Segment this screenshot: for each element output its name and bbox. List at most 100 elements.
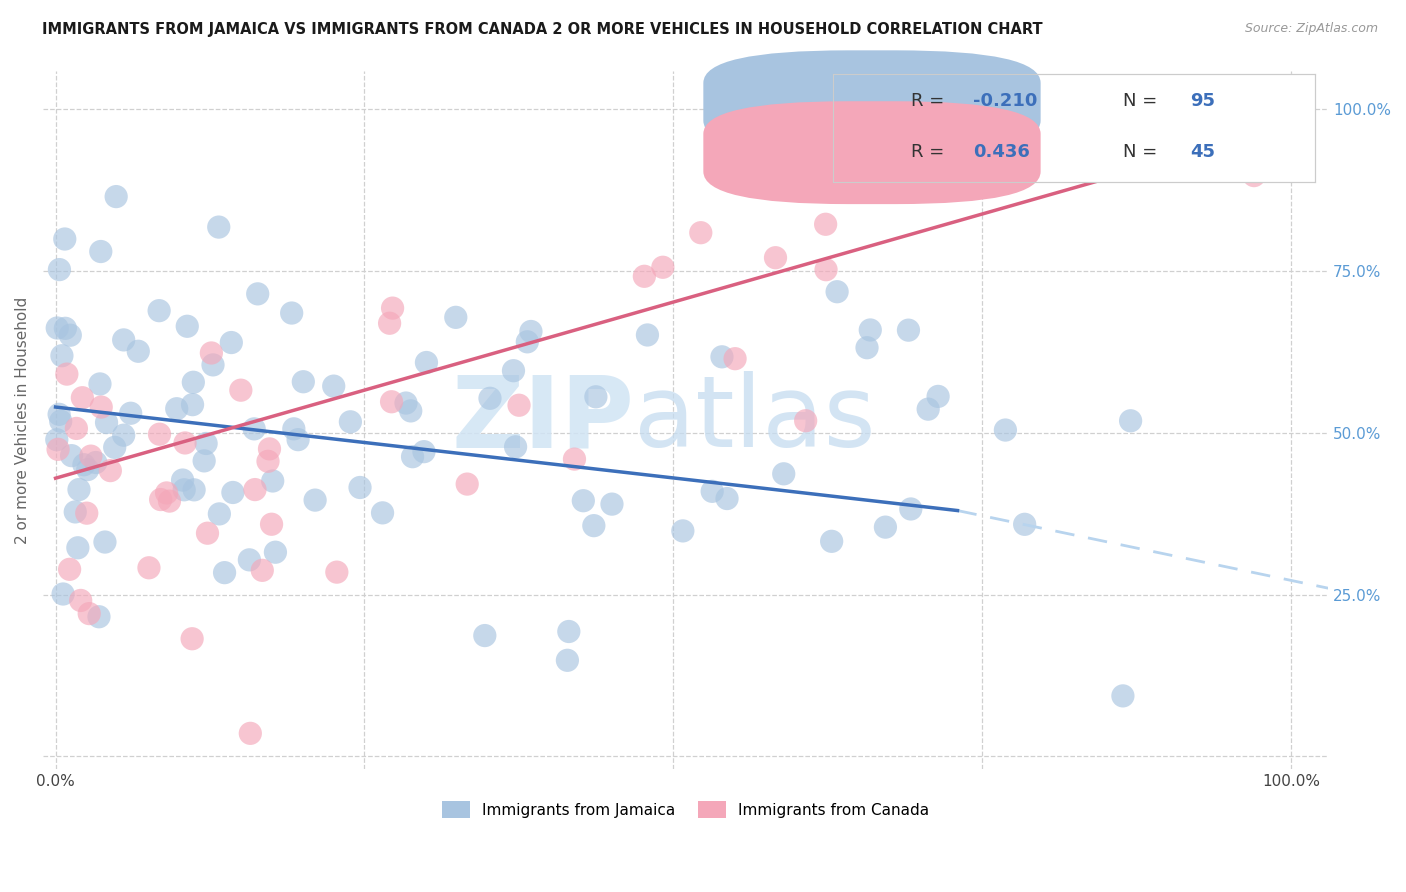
Point [77, 607, 100, 621]
Point [689, 226, 711, 240]
Point [927, 389, 949, 403]
Point [221, 335, 243, 350]
Point [505, 440, 527, 454]
Text: IMMIGRANTS FROM JAMAICA VS IMMIGRANTS FROM CANADA 2 OR MORE VEHICLES IN HOUSEHOL: IMMIGRANTS FROM JAMAICA VS IMMIGRANTS FR… [42, 22, 1043, 37]
Point [651, 260, 673, 275]
Point [582, 518, 605, 533]
Point [183, 376, 205, 390]
Point [260, 517, 283, 532]
Point [229, 383, 252, 397]
Point [173, 483, 195, 497]
Point [243, 422, 266, 436]
Point [94, 535, 117, 549]
Point [246, 286, 269, 301]
Point [197, 526, 219, 541]
Point [112, 428, 135, 442]
Point [349, 481, 371, 495]
Point [283, 422, 305, 436]
Y-axis label: 2 or more Vehicles in Household: 2 or more Vehicles in Household [15, 296, 30, 543]
Point [1119, 414, 1142, 428]
Point [772, 467, 794, 481]
Text: ZIP: ZIP [451, 371, 634, 468]
Point [950, 95, 973, 110]
Point [48, 262, 70, 277]
Point [710, 350, 733, 364]
Point [264, 545, 287, 559]
Point [257, 454, 280, 468]
Point [208, 220, 231, 235]
Point [76, 462, 98, 476]
Point [794, 414, 817, 428]
Point [59, 562, 82, 576]
Point [156, 486, 179, 500]
Point [520, 325, 543, 339]
Point [572, 493, 595, 508]
Point [181, 398, 204, 412]
Point [859, 323, 882, 337]
Point [399, 404, 422, 418]
Point [87, 609, 110, 624]
Point [166, 401, 188, 416]
Point [149, 492, 172, 507]
Point [174, 436, 197, 450]
Point [67, 483, 90, 497]
Point [917, 402, 939, 417]
Point [1112, 689, 1135, 703]
Point [56, 367, 79, 381]
Point [84, 456, 107, 470]
Point [292, 375, 315, 389]
Point [195, 436, 218, 450]
Point [280, 306, 302, 320]
Point [262, 474, 284, 488]
Point [65, 505, 87, 519]
Point [46, 321, 69, 335]
Point [259, 442, 281, 456]
Point [322, 379, 344, 393]
Point [243, 483, 266, 497]
Point [148, 427, 170, 442]
Point [716, 491, 738, 506]
Point [825, 285, 848, 299]
Point [558, 624, 581, 639]
Point [80, 449, 103, 463]
Point [875, 520, 897, 534]
Point [815, 262, 838, 277]
Point [208, 507, 231, 521]
Point [380, 394, 402, 409]
Point [183, 483, 205, 497]
Point [239, 726, 262, 740]
Point [90, 400, 112, 414]
Point [60, 449, 83, 463]
Point [395, 396, 418, 410]
Point [120, 406, 142, 420]
Point [127, 344, 149, 359]
Point [252, 563, 274, 577]
Point [326, 565, 349, 579]
Point [508, 398, 530, 412]
Point [939, 164, 962, 178]
Point [287, 433, 309, 447]
Point [181, 632, 204, 646]
Point [172, 473, 194, 487]
Point [193, 454, 215, 468]
Point [53, 321, 76, 335]
Point [89, 376, 111, 391]
Point [148, 303, 170, 318]
Point [222, 485, 245, 500]
Point [444, 310, 467, 325]
Point [200, 346, 222, 360]
Point [672, 524, 695, 538]
Point [69, 593, 91, 607]
Point [65, 421, 87, 435]
Point [90, 244, 112, 259]
Point [96, 416, 118, 430]
Point [214, 566, 236, 580]
Point [73, 458, 96, 472]
Point [564, 452, 586, 467]
Point [76, 506, 98, 520]
Point [474, 629, 496, 643]
Point [585, 390, 607, 404]
Point [456, 477, 478, 491]
Point [339, 415, 361, 429]
Point [900, 502, 922, 516]
